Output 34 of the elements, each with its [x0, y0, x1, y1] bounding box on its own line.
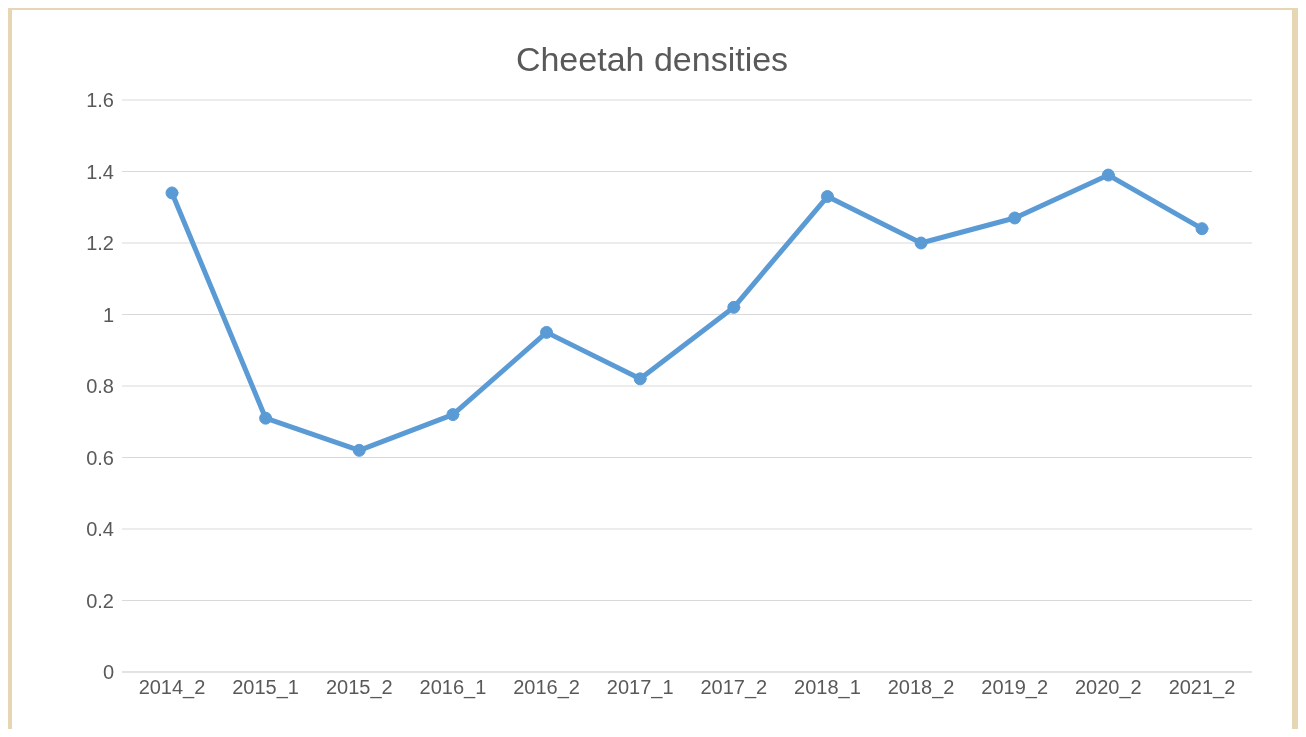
y-tick-label: 1.2	[86, 232, 114, 255]
point	[633, 372, 647, 386]
x-tick-label: 2015_1	[232, 676, 300, 700]
point	[1195, 222, 1209, 236]
x-tick-label: 2019_2	[981, 676, 1049, 700]
y-tick-label: 0	[102, 661, 114, 684]
point	[259, 411, 273, 425]
point	[446, 408, 460, 422]
x-tick-label: 2017_1	[606, 676, 674, 700]
y-tick-label: 0.8	[86, 375, 114, 398]
x-tick-label: 2014_2	[138, 676, 206, 700]
point	[352, 443, 366, 457]
x-tick-label: 2017_2	[700, 676, 768, 700]
point	[1008, 211, 1022, 225]
chart-title: Cheetah densities	[514, 40, 790, 80]
point	[914, 236, 928, 250]
point	[540, 325, 554, 339]
y-tick-label: 1.4	[86, 160, 114, 183]
x-tick-label: 2018_1	[794, 676, 861, 700]
point	[165, 186, 179, 200]
y-tick-label: 0.2	[86, 589, 114, 612]
x-tick-label: 2021_2	[1168, 676, 1236, 700]
x-tick-label: 2020_2	[1074, 676, 1142, 700]
y-tick-label: 0.4	[86, 518, 114, 541]
x-tick-label: 2016_1	[419, 676, 487, 700]
y-tick-label: 0.6	[86, 446, 114, 469]
point	[1101, 168, 1115, 182]
x-tick-label: 2018_2	[887, 676, 955, 700]
x-tick-label: 2015_2	[325, 676, 393, 700]
point	[820, 190, 834, 204]
y-tick-label: 1	[102, 303, 114, 326]
point	[727, 300, 741, 314]
y-tick-label: 1.6	[86, 89, 114, 112]
x-tick-label: 2016_2	[513, 676, 580, 700]
